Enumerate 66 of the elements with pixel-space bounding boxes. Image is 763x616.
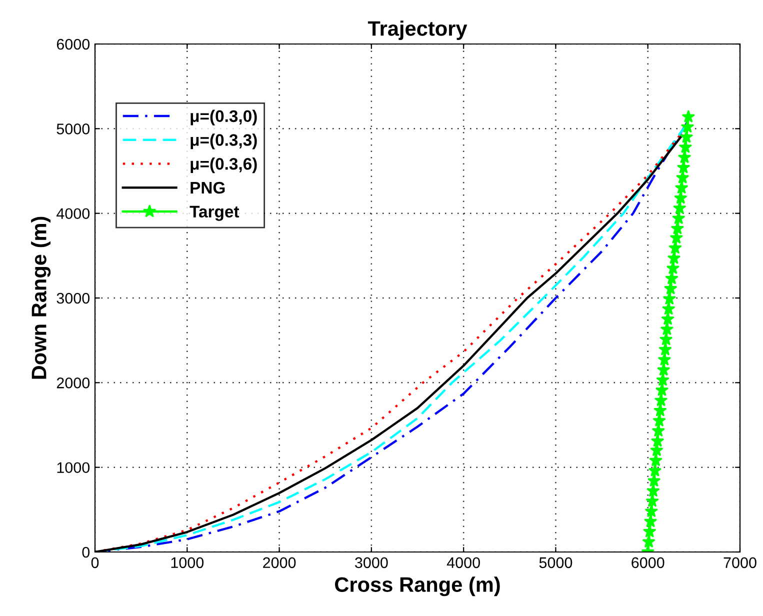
point (660, 322, 674, 336)
point (680, 130, 694, 143)
point (652, 414, 666, 427)
point (668, 241, 682, 254)
y-axis-title: Down Range (m) (31, 216, 51, 379)
legend-label: PNG (190, 182, 225, 194)
point (647, 474, 661, 487)
point (642, 524, 656, 538)
point (678, 140, 692, 154)
legend-label: μ=(0.3,6) (190, 158, 257, 174)
y-tick-label: 4000 (56, 208, 90, 220)
point (673, 201, 686, 214)
point (655, 383, 669, 396)
point (648, 464, 662, 476)
point (674, 180, 688, 194)
point (644, 504, 658, 518)
point (656, 373, 670, 386)
point (676, 160, 690, 174)
point (654, 394, 668, 406)
chart-title: Trajectory (368, 20, 468, 40)
x-tick-label: 2000 (263, 557, 296, 568)
point (658, 352, 672, 366)
point (667, 251, 681, 264)
point (642, 534, 656, 548)
point (680, 120, 694, 133)
x-tick-label: 1000 (171, 557, 204, 568)
point (664, 282, 678, 294)
x-tick-label: 6000 (632, 557, 664, 568)
point (676, 170, 690, 184)
x-axis-title: Cross Range (m) (335, 576, 500, 596)
point (674, 191, 688, 204)
point (658, 342, 672, 356)
point (644, 514, 658, 528)
point (670, 230, 684, 244)
x-tick-label: 3000 (355, 557, 388, 568)
point (650, 434, 664, 447)
y-tick-label: 5000 (56, 124, 90, 134)
point (678, 150, 692, 164)
legend-label: μ=(0.3,3) (190, 134, 257, 150)
point (672, 211, 686, 224)
point (661, 312, 674, 325)
point (652, 424, 665, 437)
point (656, 363, 670, 376)
point (659, 332, 673, 346)
y-tick-label: 0 (82, 546, 90, 558)
x-tick-label: 0 (91, 557, 99, 568)
legend-label: Target (190, 206, 240, 221)
point (650, 443, 664, 456)
x-tick-label: 5000 (539, 557, 572, 568)
y-tick-label: 3000 (56, 292, 90, 304)
y-tick-label: 2000 (56, 378, 90, 388)
point (649, 454, 662, 466)
point (662, 292, 676, 305)
x-tick-label: 4000 (446, 557, 480, 568)
point (654, 404, 667, 416)
point (646, 484, 660, 497)
point (670, 222, 684, 234)
point (682, 110, 696, 123)
y-tick-label: 1000 (57, 462, 90, 474)
point (662, 302, 676, 315)
y-tick-label: 6000 (56, 38, 90, 50)
legend-label: μ=(0.3,0) (190, 110, 257, 126)
point (666, 261, 680, 274)
point (646, 494, 659, 507)
x-tick-label: 7000 (724, 557, 756, 568)
point (665, 272, 678, 284)
